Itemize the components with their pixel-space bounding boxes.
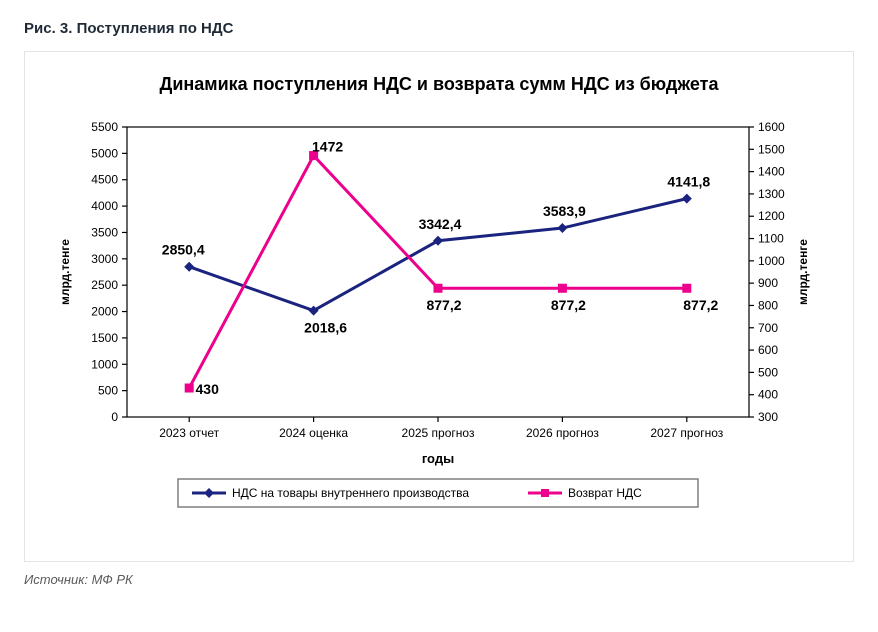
svg-text:2026 прогноз: 2026 прогноз — [526, 426, 599, 440]
svg-text:1300: 1300 — [758, 187, 785, 201]
svg-text:500: 500 — [98, 384, 118, 398]
svg-text:4500: 4500 — [91, 173, 118, 187]
svg-text:2025 прогноз: 2025 прогноз — [402, 426, 475, 440]
figure-caption: Рис. 3. Поступления по НДС — [24, 20, 854, 37]
svg-text:2027 прогноз: 2027 прогноз — [650, 426, 723, 440]
svg-text:600: 600 — [758, 343, 778, 357]
svg-text:3000: 3000 — [91, 252, 118, 266]
svg-text:1400: 1400 — [758, 165, 785, 179]
svg-text:млрд.тенге: млрд.тенге — [58, 239, 72, 305]
chart-title: Динамика поступления НДС и возврата сумм… — [47, 74, 831, 95]
svg-text:НДС на товары внутреннего прои: НДС на товары внутреннего производства — [232, 486, 469, 500]
svg-text:2850,4: 2850,4 — [162, 242, 205, 258]
dual-axis-line-chart: 0 500 1000 1500 2000 2500 3000 3500 4000 4500 5000… — [47, 117, 827, 547]
svg-text:400: 400 — [758, 388, 778, 402]
svg-text:1000: 1000 — [91, 357, 118, 371]
svg-text:2500: 2500 — [91, 278, 118, 292]
svg-text:1500: 1500 — [91, 331, 118, 345]
svg-text:877,2: 877,2 — [426, 297, 461, 313]
svg-text:5500: 5500 — [91, 120, 118, 134]
svg-text:800: 800 — [758, 298, 778, 312]
svg-text:900: 900 — [758, 276, 778, 290]
svg-text:3342,4: 3342,4 — [419, 216, 462, 232]
svg-text:2023 отчет: 2023 отчет — [159, 426, 219, 440]
svg-text:877,2: 877,2 — [683, 297, 718, 313]
svg-text:0: 0 — [111, 410, 118, 424]
svg-text:1200: 1200 — [758, 209, 785, 223]
svg-text:1600: 1600 — [758, 120, 785, 134]
svg-text:2024 оценка: 2024 оценка — [279, 426, 348, 440]
svg-text:1100: 1100 — [758, 232, 784, 246]
svg-text:1472: 1472 — [312, 139, 343, 155]
svg-text:5000: 5000 — [91, 146, 118, 160]
svg-text:3583,9: 3583,9 — [543, 203, 586, 219]
svg-text:3500: 3500 — [91, 225, 118, 239]
svg-text:Возврат НДС: Возврат НДС — [568, 486, 642, 500]
svg-text:300: 300 — [758, 410, 778, 424]
svg-text:500: 500 — [758, 365, 778, 379]
svg-text:1000: 1000 — [758, 254, 785, 268]
svg-text:млрд.тенге: млрд.тенге — [796, 239, 810, 305]
svg-text:1500: 1500 — [758, 142, 785, 156]
svg-text:430: 430 — [196, 381, 220, 397]
svg-text:годы: годы — [422, 451, 454, 466]
svg-text:700: 700 — [758, 321, 778, 335]
chart-source: Источник: МФ РК — [24, 572, 854, 587]
svg-text:2018,6: 2018,6 — [304, 320, 347, 336]
svg-text:877,2: 877,2 — [551, 297, 586, 313]
chart-container: Динамика поступления НДС и возврата сумм… — [24, 51, 854, 562]
svg-text:2000: 2000 — [91, 305, 118, 319]
svg-text:4141,8: 4141,8 — [667, 174, 710, 190]
svg-text:4000: 4000 — [91, 199, 118, 213]
